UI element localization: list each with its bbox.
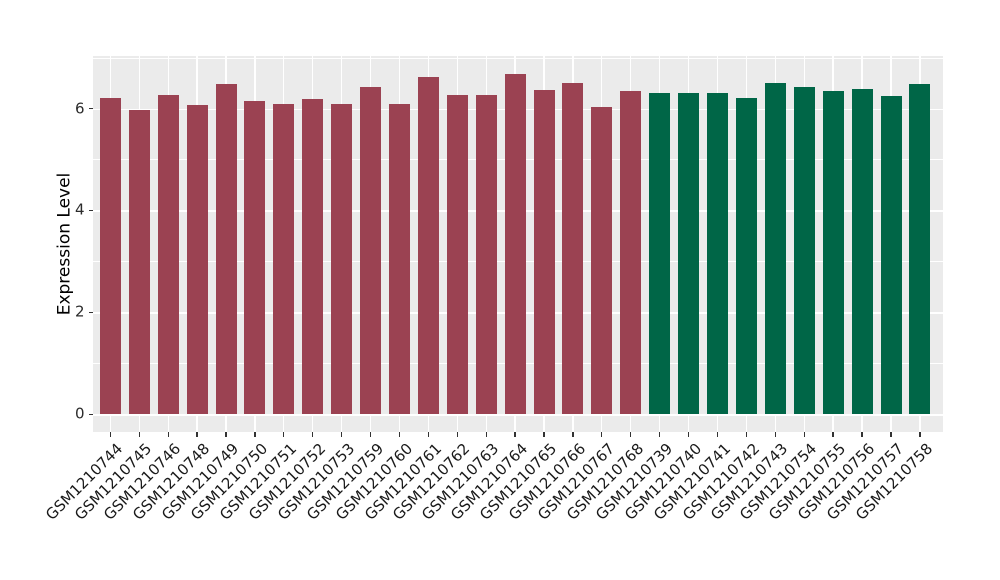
x-tick-label-GSM1210763: GSM1210763 [418,439,503,524]
plot-panel [93,56,943,432]
major-gridline [93,414,943,416]
x-tick-label-GSM1210760: GSM1210760 [331,439,416,524]
x-tick-label-GSM1210762: GSM1210762 [389,439,474,524]
x-tick-label-GSM1210748: GSM1210748 [129,439,214,524]
y-axis-title: Expression Level [54,172,75,316]
bar-GSM1210746 [157,94,179,415]
x-tick-mark [601,432,603,437]
x-tick-label-GSM1210764: GSM1210764 [447,439,532,524]
bar-GSM1210739 [649,92,671,415]
x-tick-mark [167,432,169,437]
bar-GSM1210764 [504,74,526,415]
x-tick-mark [890,432,892,437]
x-tick-label-GSM1210741: GSM1210741 [649,439,734,524]
bar-GSM1210753 [331,104,353,415]
bar-GSM1210751 [273,104,295,415]
bar-GSM1210757 [880,96,902,415]
x-tick-mark [774,432,776,437]
x-tick-label-GSM1210758: GSM1210758 [852,439,937,524]
x-tick-mark [630,432,632,437]
bar-GSM1210767 [591,107,613,415]
x-tick-mark [254,432,256,437]
x-tick-mark [283,432,285,437]
bar-GSM1210750 [244,101,266,415]
x-tick-label-GSM1210751: GSM1210751 [216,439,301,524]
x-tick-label-GSM1210766: GSM1210766 [505,439,590,524]
x-tick-mark [687,432,690,437]
x-tick-label-GSM1210752: GSM1210752 [244,439,330,524]
x-tick-mark [803,432,805,437]
x-tick-mark [485,432,487,437]
bar-GSM1210743 [764,83,786,415]
x-tick-mark [745,432,748,437]
x-tick-mark [456,432,458,437]
x-tick-mark [109,432,111,437]
x-tick-label-GSM1210745: GSM1210745 [71,439,156,524]
bar-GSM1210756 [851,88,873,415]
bar-GSM1210762 [446,94,468,415]
x-tick-mark [196,432,198,437]
x-tick-mark [572,432,574,437]
bar-GSM1210749 [215,84,237,415]
x-tick-label-GSM1210756: GSM1210756 [794,439,879,524]
x-tick-mark [832,432,834,437]
bar-GSM1210759 [360,86,382,415]
x-tick-mark [369,432,372,437]
x-tick-label-GSM1210753: GSM1210753 [273,439,358,524]
x-tick-mark [398,432,401,437]
x-tick-mark [138,432,140,437]
bar-GSM1210761 [417,76,439,415]
bar-GSM1210748 [186,104,208,415]
x-tick-label-GSM1210757: GSM1210757 [823,439,908,524]
x-tick-label-GSM1210750: GSM1210750 [187,439,272,524]
x-tick-mark [861,432,863,437]
x-tick-mark [543,432,545,437]
x-tick-label-GSM1210768: GSM1210768 [563,439,648,524]
bar-GSM1210741 [707,92,728,415]
y-tick-label: 6 [74,99,85,117]
bar-GSM1210745 [128,110,150,415]
bar-GSM1210768 [620,91,642,415]
bar-GSM1210765 [533,90,555,415]
x-tick-label-GSM1210742: GSM1210742 [678,439,763,524]
y-tick-label: 0 [74,404,85,423]
x-tick-mark [716,432,719,437]
bar-GSM1210758 [909,84,931,415]
bar-GSM1210763 [475,94,497,415]
x-tick-label-GSM1210765: GSM1210765 [476,439,561,524]
x-tick-label-GSM1210743: GSM1210743 [707,439,792,524]
bar-GSM1210760 [389,103,410,415]
x-tick-mark [919,432,921,437]
x-tick-label-GSM1210767: GSM1210767 [534,439,619,524]
x-tick-label-GSM1210755: GSM1210755 [765,439,850,524]
bar-GSM1210755 [822,91,844,415]
bar-GSM1210766 [562,83,584,415]
x-tick-label-GSM1210754: GSM1210754 [736,439,821,524]
bar-GSM1210752 [302,98,324,415]
x-tick-mark [659,432,661,437]
bar-GSM1210754 [793,87,815,415]
x-tick-mark [340,432,343,437]
minor-gridline [93,57,943,59]
x-tick-label-GSM1210761: GSM1210761 [360,439,445,524]
x-tick-label-GSM1210746: GSM1210746 [100,439,185,524]
x-tick-label-GSM1210749: GSM1210749 [158,439,243,524]
bar-GSM1210740 [678,92,700,415]
x-tick-mark [312,432,314,437]
x-tick-label-GSM1210744: GSM1210744 [42,439,127,524]
x-tick-mark [427,432,430,437]
bar-GSM1210744 [99,98,121,415]
bar-GSM1210742 [735,97,757,415]
x-tick-label-GSM1210739: GSM1210739 [591,439,677,524]
x-tick-mark [225,432,227,437]
x-tick-mark [514,432,516,437]
x-tick-label-GSM1210740: GSM1210740 [620,439,705,524]
x-tick-label-GSM1210759: GSM1210759 [302,439,387,524]
